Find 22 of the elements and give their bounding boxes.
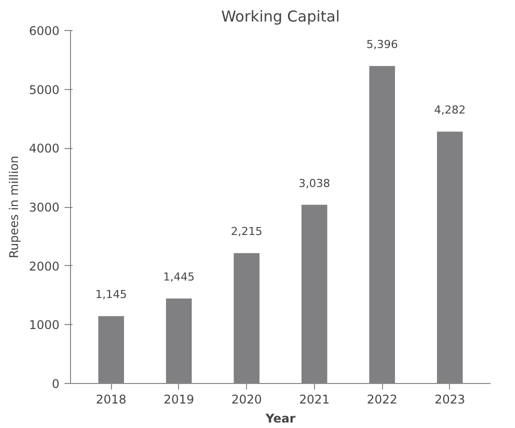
y-tick-label: 0 <box>52 377 60 391</box>
x-axis-title: Year <box>264 412 296 426</box>
x-tick-label: 2020 <box>231 392 262 406</box>
chart-title: Working Capital <box>221 8 340 26</box>
data-label: 5,396 <box>366 38 398 52</box>
y-tick-label: 1000 <box>28 318 60 332</box>
x-tick-label: 2021 <box>299 392 330 406</box>
x-tick-label: 2019 <box>164 392 194 406</box>
data-label: 2,215 <box>230 225 262 238</box>
x-tick-label: 2023 <box>434 392 466 406</box>
x-tick-label: 2022 <box>366 392 398 406</box>
y-tick-label: 6000 <box>28 24 60 38</box>
y-tick-label: 3000 <box>28 200 60 214</box>
y-tick-label: 2000 <box>28 259 60 274</box>
data-label: 1,445 <box>163 270 195 284</box>
x-tick-label: 2018 <box>96 392 126 406</box>
y-tick-label: 4000 <box>28 142 60 156</box>
y-axis-title: Rupees in million <box>6 156 21 258</box>
data-label: 3,038 <box>298 176 330 190</box>
data-label: 4,282 <box>434 104 466 117</box>
data-label: 1,145 <box>95 288 127 302</box>
y-tick-label: 5000 <box>28 82 60 97</box>
